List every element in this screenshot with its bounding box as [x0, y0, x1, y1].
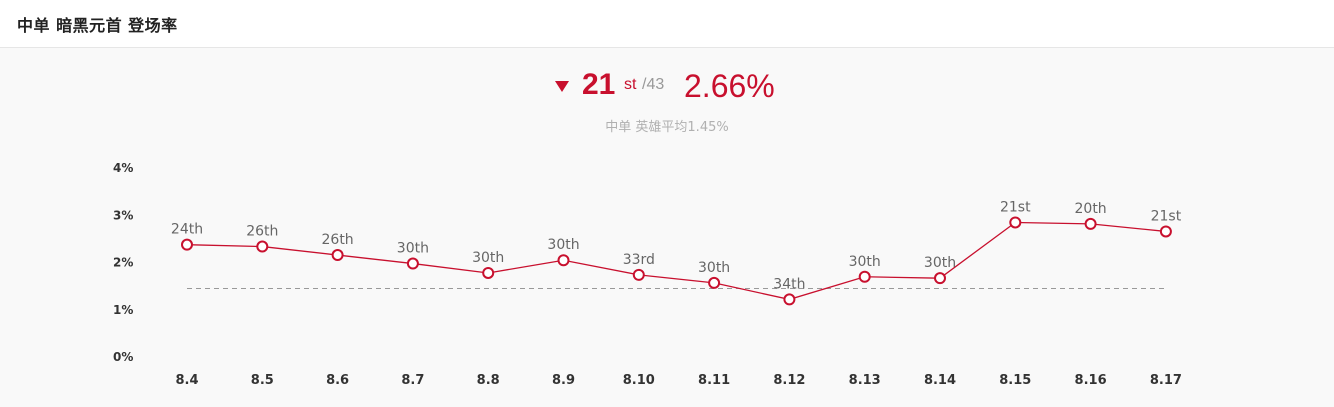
data-label: 26th: [246, 224, 278, 240]
data-point[interactable]: [708, 276, 721, 289]
x-tick-label: 8.4: [175, 373, 198, 388]
y-tick-label: 4%: [113, 161, 133, 175]
x-tick-label: 8.11: [698, 373, 730, 388]
x-tick-label: 8.10: [623, 373, 655, 388]
data-label: 21st: [1151, 208, 1182, 224]
data-label: 34th: [773, 276, 805, 292]
data-point[interactable]: [1009, 216, 1022, 229]
rank-total: /43: [642, 76, 665, 93]
data-label: 33rd: [623, 252, 655, 268]
data-point[interactable]: [858, 270, 871, 283]
rank-suffix: st: [624, 76, 637, 93]
x-tick-label: 8.13: [849, 373, 881, 388]
data-point[interactable]: [934, 272, 946, 285]
rank-summary: 21 st /43 2.66%: [0, 62, 1334, 110]
y-tick-label: 3%: [113, 208, 133, 222]
x-axis: 8.4 8.5 8.6 8.7 8.8 8.9 8.10 8.11 8.12 8.13 8.14 8.…: [175, 373, 1181, 388]
x-tick-label: 8.6: [326, 373, 349, 388]
data-label: 30th: [849, 254, 881, 270]
y-tick-label: 0%: [113, 350, 133, 364]
page-title: 中单 暗黑元首 登场率: [17, 16, 178, 35]
data-label: 26th: [322, 232, 354, 248]
rank-value: 21: [582, 68, 616, 101]
data-label: 20th: [1075, 201, 1107, 217]
data-point[interactable]: [256, 240, 269, 253]
x-tick-label: 8.17: [1150, 373, 1182, 388]
series-path: [186, 221, 1166, 301]
x-tick-label: 8.7: [401, 373, 424, 388]
data-point[interactable]: [181, 238, 193, 251]
x-tick-label: 8.8: [477, 373, 500, 388]
x-tick-label: 8.5: [251, 373, 274, 388]
data-point[interactable]: [331, 249, 344, 262]
data-point[interactable]: [1084, 217, 1097, 230]
data-point[interactable]: [557, 254, 570, 267]
data-label: 30th: [397, 241, 429, 257]
data-point[interactable]: [482, 266, 495, 279]
data-label: 30th: [547, 237, 579, 253]
x-tick-label: 8.14: [924, 373, 956, 388]
data-point[interactable]: [632, 268, 645, 281]
data-label: 24th: [171, 222, 203, 238]
pick-rate-value: 2.66%: [684, 68, 775, 104]
data-point[interactable]: [783, 293, 796, 306]
data-point[interactable]: [406, 257, 419, 270]
data-label: 21st: [1000, 199, 1031, 215]
y-axis: 0% 1% 2% 3% 4%: [113, 161, 133, 364]
x-tick-label: 8.16: [1075, 373, 1107, 388]
y-tick-label: 1%: [113, 303, 133, 317]
header: 中单 暗黑元首 登场率: [0, 0, 1334, 48]
rank-down-arrow-icon: [555, 81, 569, 92]
x-tick-label: 8.9: [552, 373, 575, 388]
series-line: 24th 26th 26th 30th 30th 30th 33rd 30th 34th 30th…: [171, 199, 1182, 306]
data-label: 30th: [698, 260, 730, 276]
y-tick-label: 2%: [113, 256, 133, 270]
data-label: 30th: [924, 255, 956, 271]
average-text: 中单 英雄平均1.45%: [605, 120, 729, 135]
x-tick-label: 8.15: [999, 373, 1031, 388]
x-tick-label: 8.12: [773, 373, 805, 388]
data-point[interactable]: [1159, 225, 1172, 238]
data-label: 30th: [472, 250, 504, 266]
